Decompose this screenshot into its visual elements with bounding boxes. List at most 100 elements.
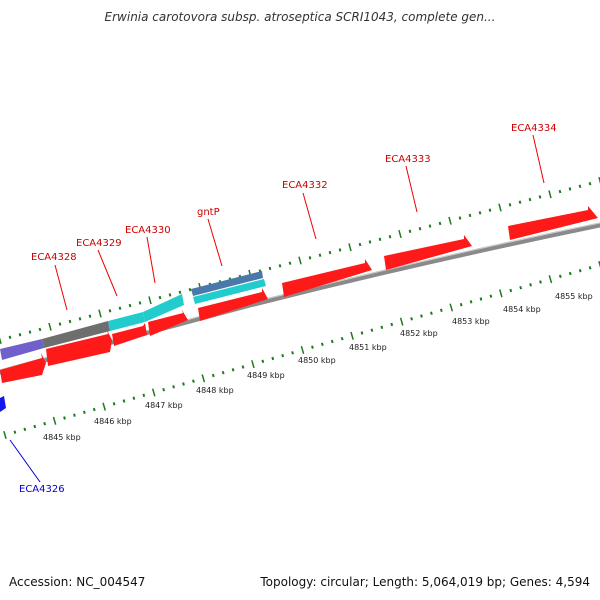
inner-minor-tick <box>291 351 294 355</box>
outer-minor-tick <box>458 216 462 220</box>
outer-minor-tick <box>88 314 92 318</box>
gene-arrow-red-gntp[interactable] <box>198 288 268 321</box>
inner-minor-tick <box>162 387 166 392</box>
inner-minor-tick <box>172 385 175 389</box>
inner-minor-tick <box>92 407 96 412</box>
inner-minor-tick <box>241 365 245 369</box>
outer-minor-tick <box>178 290 182 295</box>
inner-minor-tick <box>430 311 433 315</box>
inner-minor-tick <box>281 353 285 358</box>
inner-minor-tick <box>142 393 146 398</box>
outer-minor-tick <box>518 200 522 204</box>
gene-label-eca4329[interactable]: ECA4329 <box>76 238 122 249</box>
gene-block-grey[interactable] <box>42 321 110 348</box>
connector-eca4330 <box>146 236 156 284</box>
outer-minor-tick <box>278 264 282 268</box>
inner-minor-tick <box>122 399 126 403</box>
gene-label-eca4328[interactable]: ECA4328 <box>31 252 77 263</box>
inner-minor-tick <box>221 370 225 375</box>
outer-minor-tick <box>378 237 382 242</box>
kbp-label-4854: 4854 kbp <box>503 305 541 314</box>
outer-minor-tick <box>308 256 312 260</box>
outer-minor-tick <box>268 266 272 271</box>
gene-label-eca4333[interactable]: ECA4333 <box>385 154 431 165</box>
inner-minor-tick <box>469 300 473 304</box>
inner-minor-tick <box>13 430 17 434</box>
gene-block-purple[interactable] <box>0 339 44 360</box>
connector-eca4326 <box>9 439 41 483</box>
gene-arrow-red-1[interactable] <box>0 353 46 383</box>
outer-minor-tick <box>568 187 572 191</box>
inner-major-tick <box>52 416 57 425</box>
kbp-label-4850: 4850 kbp <box>298 356 336 365</box>
outer-minor-tick <box>408 229 412 234</box>
outer-minor-tick <box>138 301 142 305</box>
inner-minor-tick <box>459 302 463 307</box>
gene-label-eca4330[interactable]: ECA4330 <box>125 225 171 236</box>
outer-major-tick <box>498 203 502 212</box>
connector-eca4334 <box>532 134 545 184</box>
outer-minor-tick <box>8 335 12 340</box>
outer-major-tick <box>98 309 102 318</box>
gene-block-cyan-b[interactable] <box>143 294 184 322</box>
gene-label-eca4334[interactable]: ECA4334 <box>511 123 557 134</box>
inner-major-tick <box>499 289 503 298</box>
outer-minor-tick <box>338 248 342 252</box>
kbp-label-4849: 4849 kbp <box>247 371 285 380</box>
outer-minor-tick <box>188 287 192 292</box>
outer-minor-tick <box>368 240 372 244</box>
inner-tick-track <box>3 260 600 440</box>
outer-minor-tick <box>158 295 162 300</box>
inner-minor-tick <box>211 373 215 378</box>
inner-minor-tick <box>271 356 275 361</box>
inner-minor-tick <box>63 416 66 420</box>
gene-arrow-red-eca4333[interactable] <box>384 235 472 270</box>
inner-minor-tick <box>112 402 116 406</box>
outer-minor-tick <box>478 211 482 215</box>
outer-major-tick <box>398 229 402 239</box>
gene-block-cyan-gntp[interactable] <box>193 279 266 304</box>
inner-minor-tick <box>73 413 76 417</box>
gene-block-blue-eca4326[interactable] <box>0 396 6 412</box>
outer-minor-tick <box>68 319 72 324</box>
kbp-label-4852: 4852 kbp <box>400 329 438 338</box>
map-title: Erwinia carotovora subsp. atroseptica SC… <box>104 10 496 24</box>
inner-minor-tick <box>261 359 265 364</box>
inner-minor-tick <box>82 410 86 415</box>
outer-major-tick <box>148 296 152 305</box>
outer-minor-tick <box>418 226 422 231</box>
inner-minor-tick <box>509 288 513 293</box>
outer-tick-track <box>0 176 600 345</box>
inner-minor-tick <box>311 345 314 349</box>
kbp-label-4845: 4845 kbp <box>43 433 81 442</box>
inner-minor-tick <box>380 325 384 330</box>
inner-major-tick <box>598 260 600 268</box>
connector-eca4333 <box>405 165 418 213</box>
outer-minor-tick <box>588 181 592 186</box>
kbp-label-4846: 4846 kbp <box>94 417 132 426</box>
gene-arrow-red-3[interactable] <box>112 323 147 346</box>
inner-minor-tick <box>192 379 195 383</box>
gene-block-cyan-a[interactable] <box>108 312 145 331</box>
connector-eca4329 <box>97 249 118 297</box>
outer-minor-tick <box>18 332 22 337</box>
gene-label-eca4332[interactable]: ECA4332 <box>282 180 328 191</box>
inner-minor-tick <box>420 314 423 318</box>
outer-minor-tick <box>438 221 442 226</box>
inner-minor-tick <box>439 308 443 313</box>
gene-arrow-red-eca4332[interactable] <box>282 259 372 297</box>
genome-summary-text: Topology: circular; Length: 5,064,019 bp… <box>260 575 590 589</box>
outer-major-tick <box>48 322 52 331</box>
gene-arrow-red-eca4334[interactable] <box>508 206 598 240</box>
inner-major-tick <box>201 374 206 383</box>
gene-label-eca4326[interactable]: ECA4326 <box>19 484 65 495</box>
gene-block-steelblue[interactable] <box>191 271 263 296</box>
gene-blocks <box>0 206 598 412</box>
outer-minor-tick <box>28 330 32 334</box>
gene-label-gntp[interactable]: gntP <box>197 207 220 218</box>
inner-minor-tick <box>519 285 523 290</box>
outer-minor-tick <box>468 213 472 218</box>
gene-arrow-red-4[interactable] <box>148 310 188 336</box>
inner-major-tick <box>300 345 305 355</box>
gene-arrow-red-2[interactable] <box>46 330 112 366</box>
